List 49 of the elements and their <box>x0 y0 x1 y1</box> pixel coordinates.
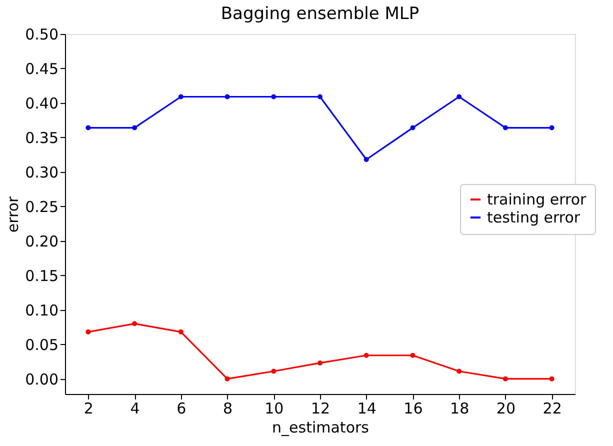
point <box>549 376 554 382</box>
point <box>410 125 416 130</box>
x-tick-label: 22 <box>542 400 562 418</box>
point <box>502 376 508 382</box>
y-tick-label: 0.45 <box>25 60 58 78</box>
point <box>410 352 416 358</box>
point <box>178 94 184 100</box>
point <box>364 352 369 358</box>
point <box>502 125 508 130</box>
y-tick-label: 0.20 <box>25 232 58 250</box>
y-tick-label: 0.30 <box>25 163 58 182</box>
point <box>318 94 322 100</box>
point <box>132 125 138 130</box>
x-tick-label: 10 <box>264 400 284 418</box>
point <box>364 157 369 162</box>
point <box>456 368 462 374</box>
point <box>178 329 184 334</box>
x-tick-label: 20 <box>496 400 516 418</box>
y-tick-label: 0.15 <box>25 266 58 285</box>
x-tick-label: 2 <box>84 400 94 418</box>
x-tick-label: 8 <box>223 400 233 418</box>
y-tick-label: 0.10 <box>25 301 58 320</box>
y-tick-label: 0.25 <box>25 198 58 216</box>
point <box>86 125 91 130</box>
x-tick-label: 4 <box>130 400 140 418</box>
x-tick-label: 18 <box>450 400 470 418</box>
x-tick-label: 12 <box>310 400 330 418</box>
y-tick-label: 0.00 <box>25 370 58 388</box>
legend-label: testing error <box>487 208 581 226</box>
y-axis-title: error <box>4 196 22 233</box>
point <box>456 94 462 100</box>
point <box>132 321 138 326</box>
point <box>271 368 276 374</box>
legend-label: training error <box>487 190 588 208</box>
y-tick-label: 0.05 <box>25 336 58 354</box>
point <box>549 125 554 130</box>
x-tick-label: 6 <box>176 400 186 418</box>
point <box>224 376 230 382</box>
y-tick-label: 0.40 <box>25 94 58 112</box>
x-tick-label: 16 <box>404 400 423 418</box>
y-tick-label: 0.35 <box>25 128 58 147</box>
point <box>224 94 230 100</box>
x-tick-label: 14 <box>357 400 376 418</box>
chart-title: Bagging ensemble MLP <box>220 4 420 24</box>
x-axis-title: n_estimators <box>272 418 370 436</box>
point <box>318 360 322 366</box>
point <box>271 94 276 100</box>
point <box>86 329 91 334</box>
y-tick-label: 0.50 <box>25 26 58 44</box>
